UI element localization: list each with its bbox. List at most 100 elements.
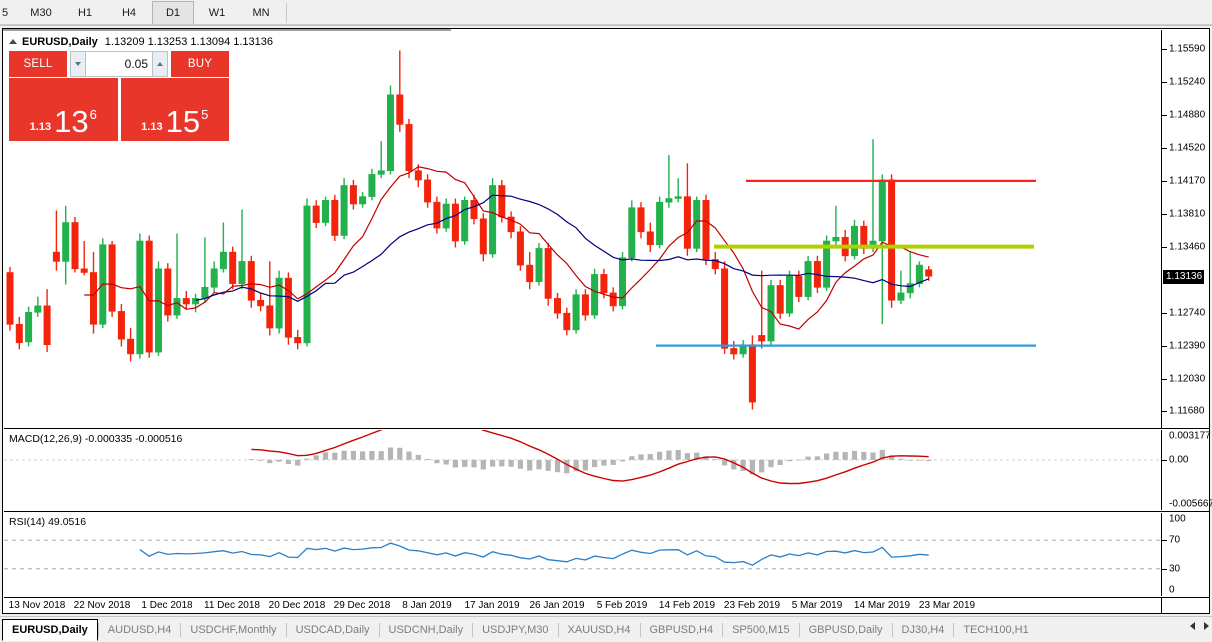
axis-corner bbox=[1161, 597, 1209, 613]
date-axis-label: 14 Feb 2019 bbox=[658, 600, 716, 611]
price-tick bbox=[1162, 180, 1167, 182]
rsi-label: RSI(14) 49.0516 bbox=[9, 516, 87, 528]
tab-divider bbox=[472, 623, 474, 637]
rsi-scale-label: 0 bbox=[1169, 584, 1175, 596]
chart-tab-usdcnh-daily[interactable]: USDCNH,Daily bbox=[388, 624, 464, 636]
scroll-right-icon[interactable] bbox=[1204, 622, 1209, 630]
toolbar-separator bbox=[286, 3, 287, 23]
rsi-panel-divider bbox=[4, 511, 1210, 512]
chart-tab-sp500-m15[interactable]: SP500,M15 bbox=[732, 624, 790, 636]
price-tick bbox=[1162, 49, 1167, 51]
timeframe-button-w1[interactable]: W1 bbox=[208, 7, 226, 19]
buy-button[interactable]: BUY bbox=[171, 51, 229, 77]
sell-price-button[interactable]: 1.13 13 6 bbox=[9, 78, 118, 141]
price-tick-label: 1.13810 bbox=[1169, 208, 1206, 220]
macd-panel-divider bbox=[4, 428, 1210, 429]
price-tick-label: 1.15590 bbox=[1169, 43, 1206, 55]
chart-tab-xauusd-h4[interactable]: XAUUSD,H4 bbox=[567, 624, 631, 636]
rsi-scale-label: 100 bbox=[1169, 513, 1186, 525]
price-tick-label: 1.11680 bbox=[1169, 405, 1205, 417]
timeframe-button-h1[interactable]: H1 bbox=[77, 7, 93, 19]
rsi-tick bbox=[1162, 568, 1167, 570]
buy-price-prefix: 1.13 bbox=[141, 121, 163, 133]
price-tick bbox=[1162, 214, 1167, 216]
price-scale[interactable]: 1.15590 1.15240 1.14880 1.14520 1.14170 1.138… bbox=[1161, 30, 1209, 428]
chart-tab-gbpusd-daily[interactable]: GBPUSD,Daily bbox=[808, 624, 883, 636]
chart-tab-gbpusd-h4[interactable]: GBPUSD,H4 bbox=[649, 624, 714, 636]
volume-input[interactable]: 0.05 bbox=[86, 51, 152, 77]
price-tick bbox=[1162, 313, 1167, 315]
price-tick bbox=[1162, 148, 1167, 150]
timeframe-button-5[interactable]: 5 bbox=[2, 7, 9, 19]
chart-tab-usdcad-daily[interactable]: USDCAD,Daily bbox=[295, 624, 370, 636]
price-tick-label: 1.14880 bbox=[1169, 109, 1206, 121]
timeframe-toolbar: 5 M30 H1 H4 D1 W1 MN bbox=[0, 0, 1212, 26]
rsi-plot-area[interactable] bbox=[4, 513, 1162, 596]
date-axis[interactable]: 13 Nov 2018 22 Nov 2018 1 Dec 2018 11 Dec 2… bbox=[4, 597, 1210, 614]
sell-price-main: 13 bbox=[54, 104, 89, 139]
date-axis-label: 23 Feb 2019 bbox=[723, 600, 781, 611]
chart-tab-usdjpy-m30[interactable]: USDJPY,M30 bbox=[482, 624, 549, 636]
chart-tab-audusd-h4[interactable]: AUDUSD,H4 bbox=[107, 624, 172, 636]
chart-window: EURUSD,Daily 1.13209 1.13253 1.13094 1.1… bbox=[2, 28, 1212, 614]
macd-label: MACD(12,26,9) -0.000335 -0.000516 bbox=[9, 433, 183, 445]
tab-divider bbox=[557, 623, 559, 637]
price-tick bbox=[1162, 115, 1167, 117]
price-tick bbox=[1162, 345, 1167, 347]
scroll-left-icon[interactable] bbox=[1190, 622, 1195, 630]
collapse-arrow-icon[interactable] bbox=[9, 39, 17, 44]
macd-scale: 0.003177 0.00 -0.005667 bbox=[1161, 430, 1212, 510]
timeframe-button-mn[interactable]: MN bbox=[252, 7, 270, 19]
tab-scroll-controls bbox=[1190, 622, 1209, 630]
tab-divider bbox=[285, 623, 287, 637]
macd-scale-label: -0.005667 bbox=[1169, 498, 1212, 510]
chart-tab-eurusd-daily[interactable]: EURUSD,Daily bbox=[2, 619, 98, 641]
volume-decrease-button[interactable] bbox=[70, 51, 86, 77]
price-plot-area[interactable] bbox=[4, 30, 1162, 428]
sell-price-fraction: 6 bbox=[89, 107, 97, 122]
date-axis-label: 14 Mar 2019 bbox=[853, 600, 911, 611]
date-axis-label: 5 Mar 2019 bbox=[791, 600, 843, 611]
macd-tick bbox=[1162, 459, 1167, 461]
timeframe-button-h4[interactable]: H4 bbox=[121, 7, 137, 19]
timeframe-button-d1[interactable]: D1 bbox=[152, 1, 194, 25]
current-price-label: 1.13136 bbox=[1163, 269, 1205, 284]
macd-scale-label: 0.00 bbox=[1169, 454, 1189, 466]
rsi-chart bbox=[4, 539, 1162, 570]
chart-symbol-label: EURUSD,Daily bbox=[22, 35, 98, 48]
date-axis-label: 11 Dec 2018 bbox=[204, 600, 260, 611]
rsi-scale: 100 70 30 0 bbox=[1161, 513, 1209, 596]
price-tick-label: 1.14520 bbox=[1169, 142, 1206, 154]
date-axis-label: 23 Mar 2019 bbox=[918, 600, 976, 611]
macd-plot-area[interactable] bbox=[4, 430, 1162, 510]
one-click-trading-panel: SELL 0.05 BUY 1.13 13 6 bbox=[9, 51, 229, 141]
tab-divider bbox=[722, 623, 724, 637]
rsi-scale-label: 70 bbox=[1169, 534, 1181, 546]
price-tick-label: 1.12390 bbox=[1169, 340, 1206, 352]
rsi-tick bbox=[1162, 540, 1167, 542]
rsi-scale-label: 30 bbox=[1169, 563, 1181, 575]
tab-divider bbox=[180, 623, 182, 637]
macd-chart bbox=[4, 430, 1162, 485]
date-axis-label: 20 Dec 2018 bbox=[268, 600, 326, 611]
date-axis-label: 1 Dec 2018 bbox=[141, 600, 193, 611]
chart-tab-usdchf-monthly[interactable]: USDCHF,Monthly bbox=[190, 624, 277, 636]
price-tick-label: 1.12740 bbox=[1169, 307, 1206, 319]
chart-tab-group: EURUSD,Daily AUDUSD,H4 USDCHF,Monthly USDCA… bbox=[2, 619, 1038, 641]
sell-button[interactable]: SELL bbox=[9, 51, 67, 77]
chevron-down-icon bbox=[75, 62, 81, 66]
tab-divider bbox=[953, 623, 955, 637]
tab-divider bbox=[639, 623, 641, 637]
timeframe-button-group: 5 M30 H1 H4 D1 W1 MN bbox=[0, 0, 290, 26]
date-axis-label: 17 Jan 2019 bbox=[464, 600, 520, 611]
volume-increase-button[interactable] bbox=[152, 51, 168, 77]
toolbar-divider bbox=[0, 24, 1212, 26]
chart-tab-bar: EURUSD,Daily AUDUSD,H4 USDCHF,Monthly USDCA… bbox=[0, 616, 1212, 642]
chart-tab-dj30-h4[interactable]: DJ30,H4 bbox=[901, 624, 945, 636]
price-tick-label: 1.12030 bbox=[1169, 373, 1206, 385]
tab-divider bbox=[798, 623, 800, 637]
timeframe-button-m30[interactable]: M30 bbox=[30, 7, 52, 19]
chart-tab-tech100-h1[interactable]: TECH100,H1 bbox=[963, 624, 1029, 636]
buy-price-button[interactable]: 1.13 15 5 bbox=[120, 78, 229, 141]
